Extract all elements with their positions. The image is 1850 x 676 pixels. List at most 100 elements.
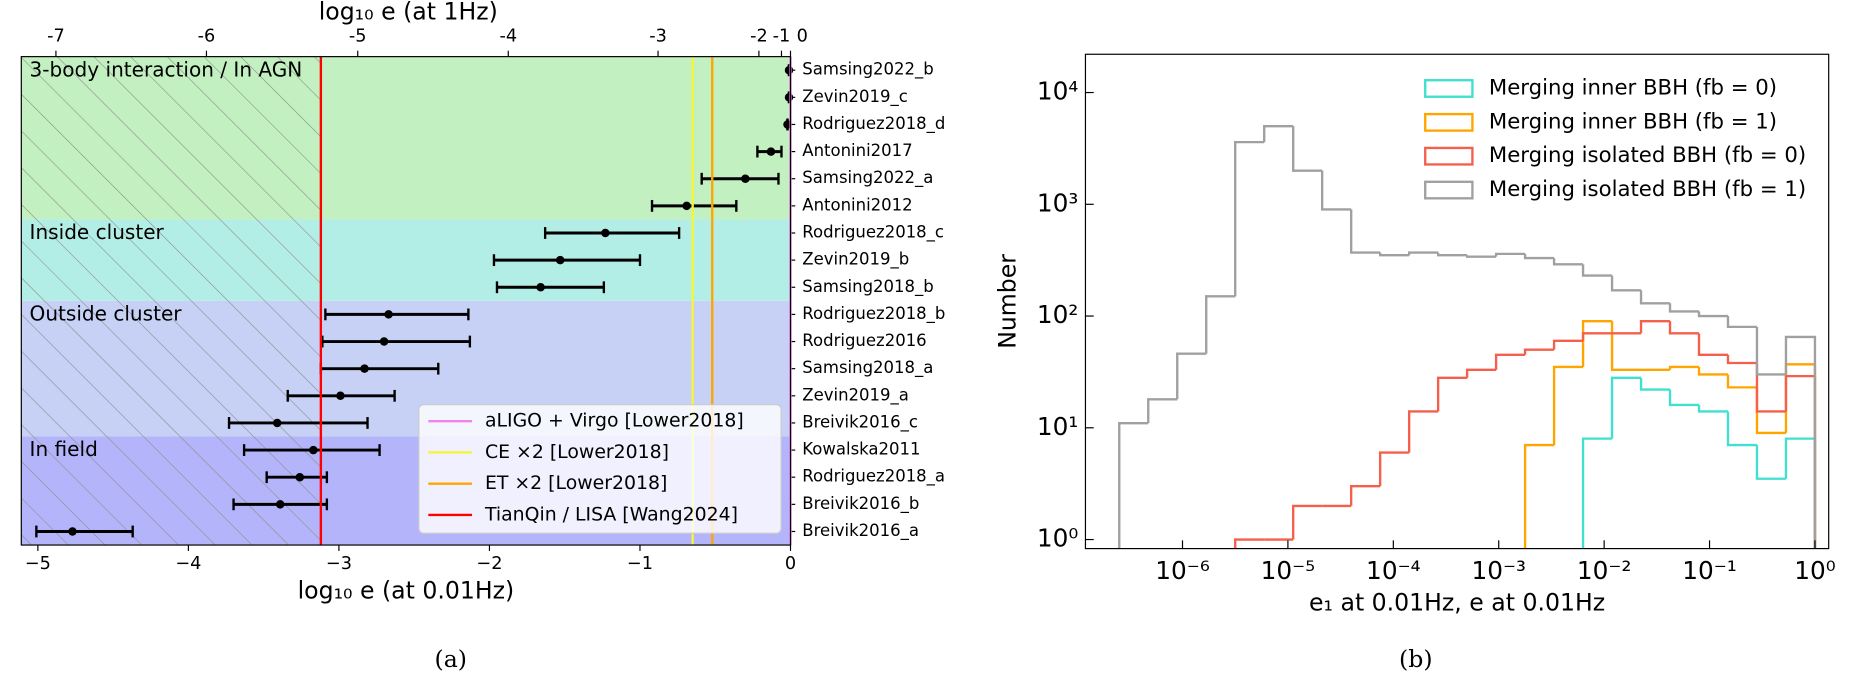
- y-tick-label: Breivik2016_c: [802, 412, 918, 432]
- histogram-step: [1610, 275, 1642, 292]
- x2-tick-label: -7: [47, 27, 65, 47]
- point: [682, 201, 691, 211]
- y-tick-label: Samsing2018_a: [802, 358, 933, 378]
- y-tick-label: 10⁰: [1037, 524, 1079, 553]
- histogram-step: [1436, 252, 1468, 257]
- histogram-step: [1639, 377, 1671, 391]
- histogram-step: [1639, 290, 1671, 305]
- legend-swatch: [1424, 112, 1474, 132]
- histogram-step: [1726, 411, 1757, 447]
- y-tick-label: Antonini2012: [802, 195, 912, 214]
- histogram-step: [1581, 319, 1613, 367]
- point: [384, 310, 393, 319]
- y-tick-label: Samsing2018_b: [802, 277, 933, 297]
- x-axis-label: log₁₀ e (at 0.01Hz): [298, 577, 515, 605]
- histogram-step: [1349, 485, 1381, 506]
- y-tick-label: Rodriguez2018_d: [802, 114, 945, 134]
- region-label: In field: [30, 437, 98, 461]
- histogram-step: [1552, 365, 1584, 446]
- histogram-step: [1581, 437, 1613, 549]
- x-tick-label: 10⁻³: [1471, 556, 1526, 585]
- panel-label: (a): [435, 645, 467, 673]
- y-tick-label: Breivik2016_a: [802, 521, 919, 541]
- histogram-step: [1263, 124, 1294, 143]
- histogram-step: [1176, 352, 1207, 400]
- point: [295, 472, 305, 482]
- histogram-step: [1784, 363, 1817, 549]
- point: [272, 418, 282, 428]
- x2-tick-label: -5: [349, 27, 367, 47]
- legend-box: [418, 404, 782, 534]
- point: [379, 337, 389, 346]
- histogram-step: [1552, 258, 1584, 266]
- y-tick-label: Breivik2016_b: [802, 494, 919, 514]
- legend-label: Merging inner BBH (fb = 1): [1489, 109, 1777, 134]
- x-tick-label: 10⁻⁴: [1366, 556, 1421, 585]
- histogram-step: [1639, 319, 1671, 334]
- histogram-step: [1234, 140, 1265, 297]
- histogram-step: [1378, 252, 1410, 257]
- point: [360, 364, 369, 373]
- histogram-step: [1494, 353, 1526, 370]
- region-label: Outside cluster: [30, 301, 183, 325]
- point: [741, 174, 750, 183]
- histogram-step: [1610, 321, 1642, 372]
- histogram-step: [1726, 374, 1757, 389]
- legend-swatch: [1424, 180, 1474, 200]
- x2-tick-label: -4: [499, 27, 517, 47]
- histogram-step: [1581, 264, 1613, 277]
- x-tick-label: 10⁻⁵: [1261, 556, 1316, 585]
- histogram-step: [1320, 170, 1352, 211]
- histogram-step: [1523, 253, 1555, 260]
- histogram-step: [1292, 126, 1323, 172]
- histogram-step: [1147, 398, 1178, 424]
- x2-tick-label: -1: [773, 27, 791, 47]
- histogram-step: [1349, 209, 1381, 254]
- legend-label: aLIGO + Virgo [Lower2018]: [485, 410, 744, 432]
- histogram-step: [1407, 410, 1439, 453]
- x-tick-label: −3: [326, 554, 352, 574]
- y-tick-label: Samsing2022_b: [802, 60, 933, 80]
- histogram-step: [1465, 368, 1497, 378]
- point: [309, 445, 318, 455]
- y-tick-label: Zevin2019_c: [802, 87, 908, 107]
- histogram-step: [1234, 538, 1265, 549]
- x2-axis-label: log₁₀ e (at 1Hz): [319, 0, 498, 25]
- y-tick-label: 10⁴: [1037, 77, 1079, 106]
- histogram-step: [1465, 255, 1497, 258]
- y-tick-label: Kowalska2011: [802, 440, 920, 459]
- x-tick-label: 0: [785, 554, 796, 574]
- histogram-step: [1378, 451, 1410, 487]
- y-tick-label: Rodriguez2018_b: [802, 304, 945, 324]
- histogram-step: [1726, 354, 1757, 365]
- plot-frame: [20, 56, 792, 546]
- y-tick-label: Samsing2022_a: [802, 168, 933, 188]
- histogram-step: [1610, 376, 1642, 439]
- x-axis-label: e₁ at 0.01Hz, e at 0.01Hz: [1309, 589, 1605, 617]
- histogram-step: [1581, 332, 1613, 341]
- point: [275, 500, 285, 509]
- x2-tick-label: -3: [649, 27, 667, 47]
- histogram-step: [1726, 316, 1757, 329]
- y-tick-label: Zevin2019_a: [802, 385, 909, 405]
- point: [68, 527, 77, 536]
- histogram-step: [1436, 376, 1468, 412]
- x2-tick-label: -2: [750, 27, 768, 47]
- point: [766, 147, 776, 156]
- region-label: Inside cluster: [30, 220, 165, 244]
- histogram-step: [1668, 365, 1700, 370]
- x-tick-label: −4: [175, 554, 201, 574]
- histogram-step: [1668, 321, 1700, 335]
- x-tick-label: 10⁻¹: [1682, 556, 1737, 585]
- x2-tick-label: -6: [198, 27, 216, 47]
- x-tick-label: −1: [627, 554, 653, 574]
- legend-label: Merging isolated BBH (fb = 0): [1489, 143, 1806, 168]
- panel-b: 10⁻⁶ 10⁻⁵ 10⁻⁴ 10⁻³ 10⁻² 10⁻¹ 10⁰ 10⁰ 10¹ 10² 10³ 1…: [993, 53, 1836, 673]
- legend-label: Merging isolated BBH (fb = 1): [1489, 177, 1806, 202]
- histogram-step: [1523, 443, 1555, 549]
- y-axis-label: Number: [993, 254, 1021, 349]
- y-tick-label: Rodriguez2018_c: [802, 223, 944, 243]
- legend-label: CE ×2 [Lower2018]: [485, 441, 669, 463]
- y-tick-label: Rodriguez2016: [802, 331, 926, 350]
